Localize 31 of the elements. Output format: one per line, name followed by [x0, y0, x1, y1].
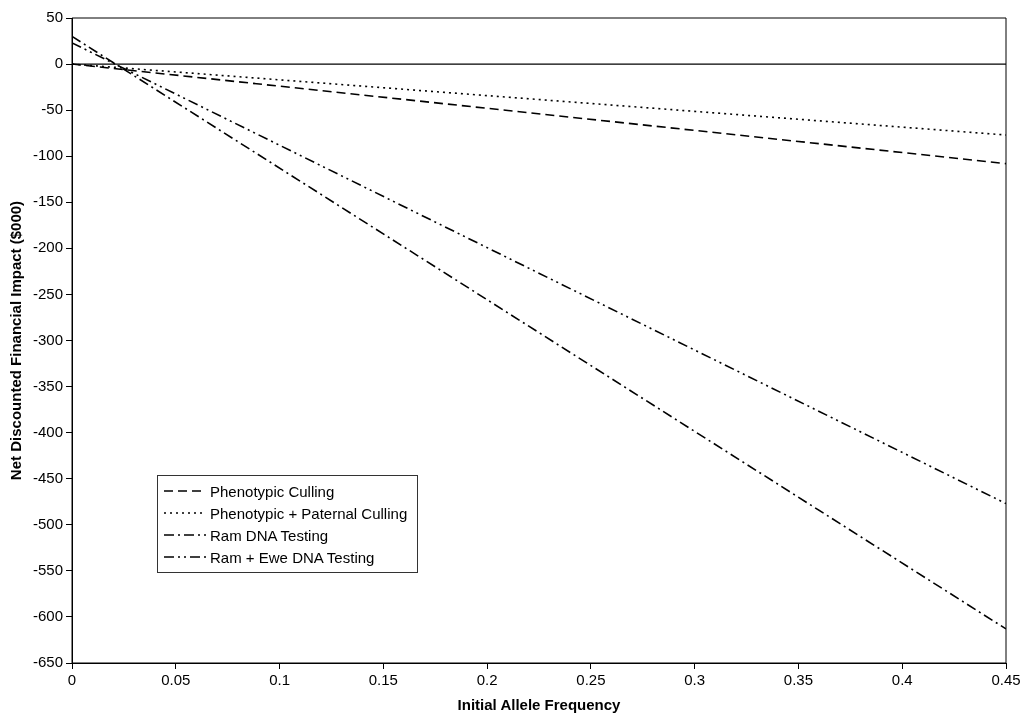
x-tick-label: 0.3	[684, 671, 706, 689]
legend-label: Ram DNA Testing	[210, 526, 329, 544]
y-tick-label: -650	[32, 653, 64, 671]
x-tick-label: 0.15	[368, 671, 398, 689]
y-tick-label: -150	[32, 192, 64, 210]
y-tick-label: -500	[32, 514, 64, 532]
y-tick-label: -550	[32, 561, 64, 578]
x-tick-label: 0.35	[783, 671, 814, 689]
y-tick-label: -300	[32, 330, 64, 348]
y-tick-label: -100	[32, 146, 64, 164]
legend-label: Phenotypic + Paternal Culling	[210, 504, 408, 522]
legend-label: Phenotypic Culling	[210, 482, 335, 500]
x-tick-label: 0.4	[891, 671, 913, 689]
x-tick-label: 0	[67, 671, 77, 689]
x-axis-title: Initial Allele Frequency	[457, 696, 622, 714]
y-tick-label: -450	[32, 468, 64, 486]
y-tick-label: -200	[32, 238, 64, 256]
y-tick-label: -250	[32, 284, 64, 302]
y-tick-label: -600	[32, 607, 64, 625]
x-tick-label: 0.25	[576, 671, 606, 689]
y-tick-label: -400	[32, 422, 64, 440]
x-tick-label: 0.05	[161, 671, 191, 689]
y-tick-label: 0	[54, 54, 64, 72]
x-tick-label: 0.45	[991, 671, 1021, 689]
x-tick-label: 0.1	[269, 671, 290, 689]
legend-label: Ram + Ewe DNA Testing	[210, 548, 375, 566]
y-tick-label: -50	[41, 100, 64, 118]
x-tick-label: 0.2	[476, 671, 498, 689]
y-axis-title: Net Discounted Financial Impact ($000)	[7, 200, 25, 481]
y-tick-label: 50	[46, 8, 64, 26]
y-tick-label: -350	[32, 376, 64, 394]
